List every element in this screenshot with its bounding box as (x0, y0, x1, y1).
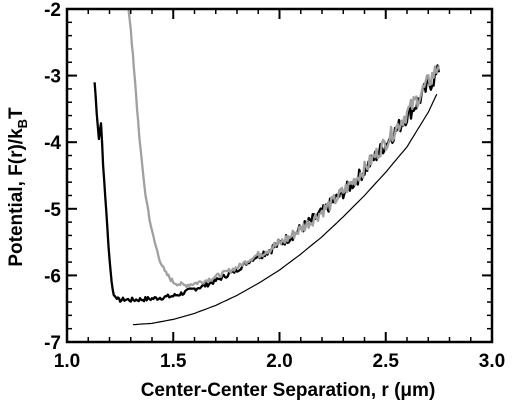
y-tick-label: -5 (44, 200, 61, 221)
series-line-3 (132, 93, 438, 326)
x-tick-label: 1.0 (54, 351, 80, 372)
y-tick-label: -4 (44, 133, 61, 154)
y-axis-title-main: Potential, F(r)/k (6, 128, 27, 267)
x-tick-label: 2.5 (373, 351, 400, 372)
series-line-1 (93, 64, 441, 303)
y-tick-label: -6 (44, 266, 61, 287)
x-tick-label: 3.0 (479, 351, 505, 372)
series-layer (93, 9, 441, 326)
y-tick-label: -2 (44, 0, 61, 21)
x-axis-title: Center-Center Separation, r (μm) (141, 380, 436, 401)
y-axis-title-subscript: B (15, 119, 30, 128)
ticks-layer: 1.0 1.5 2.0 2.5 3.0 -7 -6 -5 -4 -3 -2 (44, 0, 505, 372)
y-axis-title-tail: T (6, 107, 27, 119)
plot-frame (65, 7, 494, 344)
x-tick-label: 2.0 (266, 351, 292, 372)
y-axis-title: Potential, F(r)/kBT (6, 107, 30, 267)
series-line-2 (127, 9, 440, 289)
x-tick-label: 1.5 (160, 351, 187, 372)
y-tick-label: -7 (44, 333, 61, 354)
y-tick-label: -3 (44, 67, 61, 88)
